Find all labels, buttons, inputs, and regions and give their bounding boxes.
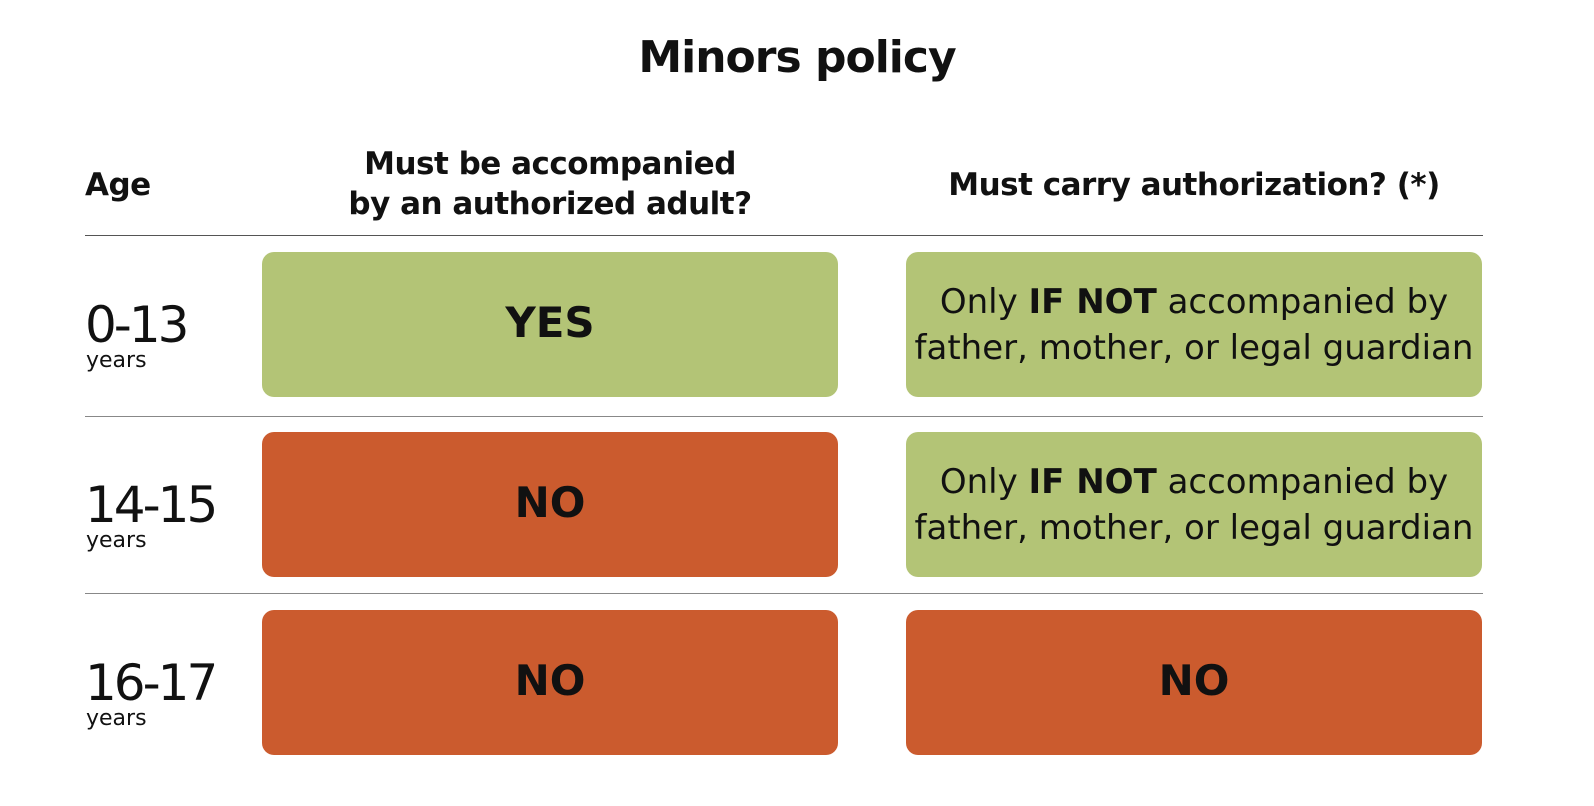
cell-text: IF NOT	[1028, 461, 1157, 502]
header-rule	[85, 235, 1483, 236]
row-rule	[85, 593, 1483, 594]
title: Minors policy	[638, 32, 956, 83]
age-range: 0-13	[85, 296, 189, 354]
age-range: 14-15	[85, 476, 218, 534]
cell-line: Only IF NOT accompanied by	[940, 279, 1448, 325]
header-authorization: Must carry authorization? (*)	[948, 167, 1440, 203]
cell-line: father, mother, or legal guardian	[915, 505, 1474, 551]
policy-cell: Only IF NOT accompanied by father, mother…	[906, 432, 1482, 577]
header-accompanied: Must be accompanied by an authorized adu…	[262, 144, 838, 224]
cell-line: father, mother, or legal guardian	[915, 325, 1474, 371]
cell-text: father, mother, or legal guardian	[914, 507, 1474, 548]
policy-cell: YES	[262, 252, 838, 397]
cell-text: NO	[1158, 656, 1230, 705]
cell-text: IF NOT	[1028, 281, 1157, 322]
cell-text: Only	[939, 281, 1029, 322]
header-age: Age	[85, 167, 151, 203]
cell-line: NO	[515, 480, 586, 529]
cell-line: NO	[515, 658, 586, 707]
cell-text: NO	[514, 656, 586, 705]
cell-text: Only	[939, 461, 1029, 502]
row-rule	[85, 416, 1483, 417]
policy-cell: NO	[262, 610, 838, 755]
policy-cell: NO	[906, 610, 1482, 755]
policy-cell: Only IF NOT accompanied by father, mother…	[906, 252, 1482, 397]
cell-text: father, mother, or legal guardian	[914, 327, 1474, 368]
age-unit: years	[86, 348, 147, 373]
cell-line: YES	[505, 300, 594, 349]
header-line: Must be accompanied	[364, 146, 736, 182]
cell-text: YES	[505, 298, 595, 347]
header-line: by an authorized adult?	[348, 186, 752, 222]
cell-line: NO	[1159, 658, 1230, 707]
age-unit: years	[86, 528, 147, 553]
cell-line: Only IF NOT accompanied by	[940, 459, 1448, 505]
age-range: 16-17	[85, 654, 218, 712]
cell-text: accompanied by	[1156, 281, 1449, 322]
cell-text: NO	[514, 478, 586, 527]
cell-text: accompanied by	[1156, 461, 1449, 502]
age-unit: years	[86, 706, 147, 731]
policy-cell: NO	[262, 432, 838, 577]
